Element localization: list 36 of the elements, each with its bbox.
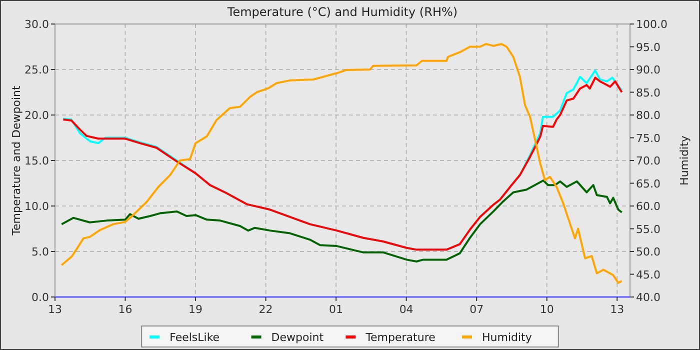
x-tick-label: 16 (118, 303, 132, 316)
x-tick-label: 19 (188, 303, 203, 316)
x-tick-label: 13 (610, 303, 624, 316)
y-tick-label: 10.0 (24, 200, 49, 213)
y2-axis-title: Humidity (678, 135, 691, 186)
y2-tick-label: 75.0 (636, 132, 660, 145)
y-tick-label: 0.0 (32, 291, 49, 304)
x-tick-label: 22 (258, 303, 273, 316)
y2-tick-label: 60.0 (636, 200, 660, 213)
y2-tick-label: 50.0 (636, 246, 660, 258)
x-tick-label: 01 (329, 303, 344, 316)
y-axis-title: Temperature and Dewpoint (10, 84, 23, 236)
y2-tick-label: 70.0 (636, 154, 660, 168)
y-tick-label: 30.0 (24, 18, 49, 31)
legend-label: Humidity (482, 331, 532, 344)
y2-tick-label: 90.0 (636, 64, 660, 76)
legend-label: Dewpoint (271, 331, 324, 344)
y2-tick-label: 95.0 (636, 40, 660, 54)
y2-tick-label: 65.0 (636, 177, 660, 190)
x-tick-label: 13 (48, 303, 62, 316)
x-tick-label: 07 (470, 303, 484, 316)
y2-tick-label: 55.0 (636, 222, 660, 236)
y2-tick-label: 100.0 (636, 18, 668, 31)
legend-label: Temperature (364, 331, 436, 344)
legend-label: FeelsLike (170, 331, 220, 344)
x-tick-label: 04 (399, 303, 414, 316)
y-tick-label: 25.0 (24, 64, 49, 76)
x-tick-label: 10 (540, 303, 554, 316)
y2-tick-label: 80.0 (636, 109, 660, 122)
y-tick-label: 20.0 (24, 109, 49, 122)
y-tick-label: 5.0 (32, 246, 49, 258)
y2-tick-label: 40.0 (636, 291, 660, 304)
y2-tick-label: 85.0 (636, 86, 660, 100)
y-tick-label: 15.0 (24, 154, 49, 168)
chart-title: Temperature (°C) and Humidity (RH%) (226, 5, 458, 19)
y2-tick-label: 45.0 (636, 268, 660, 282)
